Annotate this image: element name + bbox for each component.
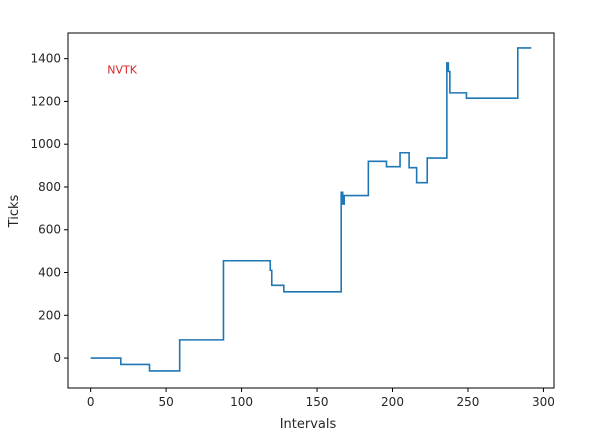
- series-annotation: NVTK: [107, 64, 137, 77]
- axes: 0 50 100 150 200 250 300 0 200 400 600 800 1000 1200 1…: [30, 32, 555, 409]
- y-tick-label: 1200: [30, 94, 61, 108]
- y-tick-label: 600: [38, 223, 61, 237]
- x-tick-label: 100: [230, 395, 253, 409]
- x-tick-label: 50: [158, 395, 173, 409]
- y-tick-label: 0: [53, 351, 61, 365]
- x-tick-label: 200: [381, 395, 404, 409]
- y-tick-label: 200: [38, 308, 61, 322]
- x-tick-label: 150: [306, 395, 329, 409]
- x-tick-label: 250: [457, 395, 480, 409]
- x-axis-label: Intervals: [280, 417, 337, 432]
- series-line: [90, 47, 532, 372]
- y-tick-label: 1400: [30, 52, 61, 66]
- y-tick-label: 400: [38, 266, 61, 280]
- x-tick-label: 0: [87, 395, 95, 409]
- y-tick-label: 1000: [30, 137, 61, 151]
- x-tick-label: 300: [532, 395, 555, 409]
- series-layer: [90, 47, 532, 372]
- plot-frame: [67, 32, 555, 389]
- y-axis-label: Ticks: [7, 194, 22, 228]
- y-tick-label: 800: [38, 180, 61, 194]
